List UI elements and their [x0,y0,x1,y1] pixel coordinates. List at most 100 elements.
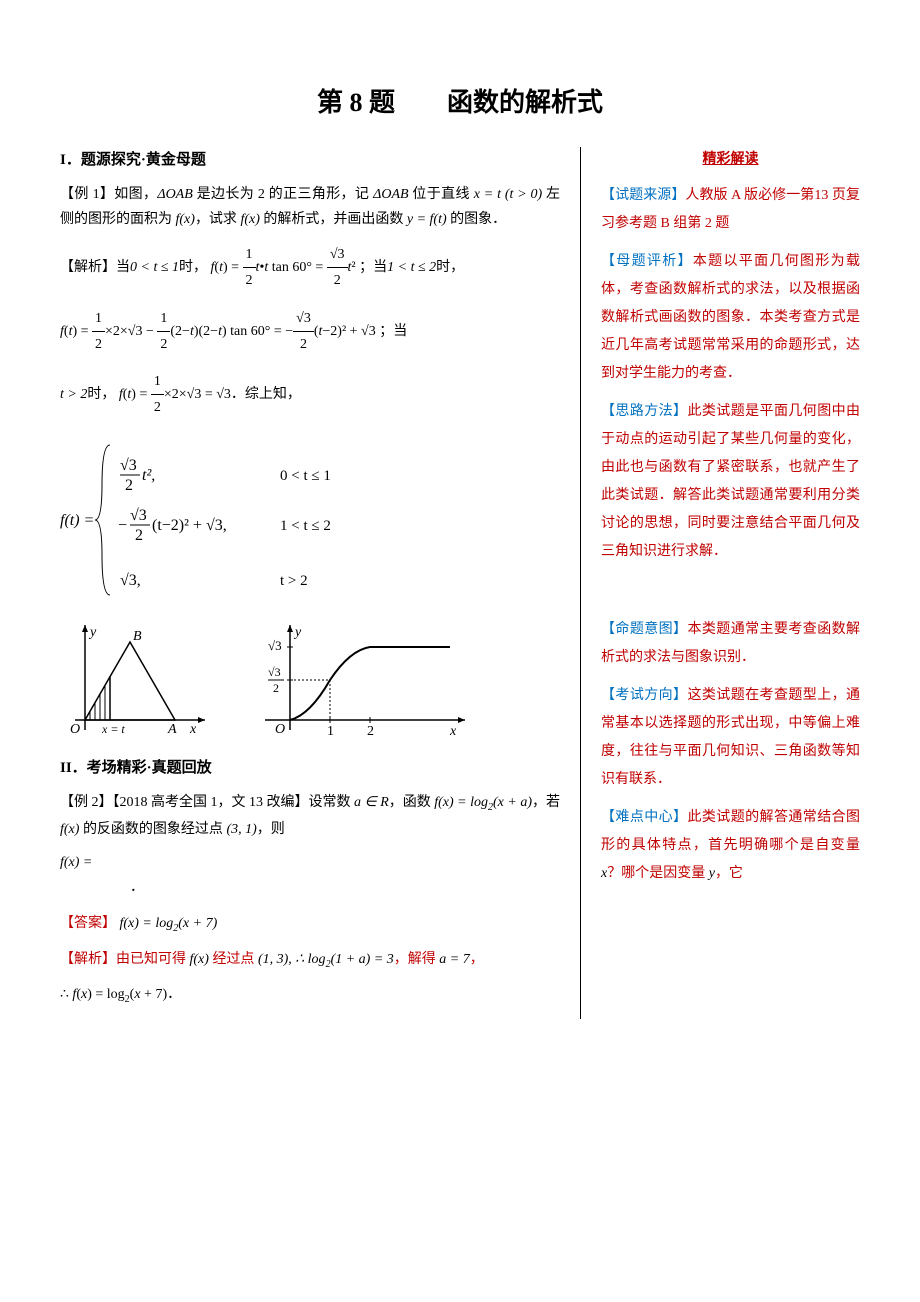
intent-label: 【命题意图】 [601,622,687,637]
formula2: f(t) = 12×2×√3 − 12(2−t)(2−t) tan 60° = … [60,306,560,357]
section2-header: II．考场精彩·真题回放 [60,755,560,782]
g1-xt: x = t [101,722,125,736]
ex2-a: a ∈ R [354,795,389,810]
a2-a7: a = 7 [439,952,469,967]
formula3: t > 2时， f(t) = 12×2×√3 = √3．综上知， [60,369,560,420]
example2-text: 【例 2】【2018 高考全国 1，文 13 改编】设常数 a ∈ R，函数 f… [60,790,560,900]
answer-block: 【答案】 f(x) = log2(x + 7) [60,911,560,938]
left-column: I．题源探究·黄金母题 【例 1】如图，ΔOAB 是边长为 2 的正三角形，记 … [60,147,580,1019]
svg-text:2: 2 [273,681,279,695]
svg-text:t > 2: t > 2 [280,573,308,589]
example1-label: 【例 1】 [60,187,114,202]
svg-text:2: 2 [135,527,143,544]
method-text: 此类试题是平面几何图中由于动点的运动引起了某些几何量的变化，由此也与函数有了紧密… [601,404,860,559]
a2-conclusion: ∴ f(x) = log2(x + 7)． [60,982,560,1009]
svg-text:t²,: t², [142,467,155,484]
ex1-t5: 的解析式，并画出函数 [260,212,407,227]
reading-comment: 【母题评析】本题以平面几何图形为载体，考查函数解析式的求法，以及根据函数解析式画… [601,248,860,388]
ex2-t0: 设常数 [309,795,355,810]
reading-title: 精彩解读 [601,147,860,172]
a2-t1: 经过点 [209,952,258,967]
g1-a: A [167,722,177,737]
g1-y: y [88,625,97,640]
case1-text2: 时， [179,260,207,275]
difficulty-label: 【难点中心】 [601,810,687,825]
g2-sqrt3: √3 [268,638,282,653]
analysis2-label: 【解析】 [60,952,116,967]
answer-label: 【答案】 [60,916,116,931]
diff-t1: ？哪个是因变量 [607,866,709,881]
graphs-row: y B O x = t A x y √3 [60,620,560,740]
case3-text: ；当 [379,323,407,338]
g1-b: B [133,629,142,644]
case3-cond: t > 2 [60,387,87,402]
case1-cond: 0 < t ≤ 1 [130,260,179,275]
a2-t2: ，解得 [394,952,440,967]
source-label: 【试题来源】 [601,188,685,203]
ex2-pt: (3, 1) [226,822,256,837]
direction-label: 【考试方向】 [601,688,687,703]
svg-text:−: − [118,517,127,534]
ex1-triangle2: ΔOAB [373,187,408,202]
ex1-fx2: f(x) [240,212,259,227]
ex2-t3: 的反函数的图象经过点 [79,822,226,837]
comment-text: 本题以平面几何图形为载体，考查函数解析式的求法，以及根据函数解析式画函数的图象．… [601,254,860,381]
ex1-t2: 位于直线 [409,187,474,202]
page-title: 第 8 题 函数的解析式 [60,80,860,127]
a2-fx: f(x) [190,952,209,967]
svg-text:2: 2 [125,477,133,494]
reading-difficulty: 【难点中心】此类试题的解答通常结合图形的具体特点，首先明确哪个是自变量 x？哪个… [601,804,860,888]
svg-text:√3: √3 [130,507,147,524]
example1-text: 【例 1】如图，ΔOAB 是边长为 2 的正三角形，记 ΔOAB 位于直线 x … [60,182,560,232]
ex1-t6: 的图象． [447,212,507,227]
right-column: 精彩解读 【试题来源】人教版 A 版必修一第13 页复习参考题 B 组第 2 题… [580,147,860,1019]
a2-t0: 由已知可得 [116,952,190,967]
example2-label: 【例 2】 [60,795,113,810]
g2-x: x [449,724,457,739]
g2-y: y [293,625,302,640]
section1-header: I．题源探究·黄金母题 [60,147,560,174]
summary-text: ．综上知， [231,387,301,402]
graph2-curve: y √3 √3 2 O 1 2 x [250,620,470,740]
g2-sqrt3-half: √3 2 [268,665,284,695]
ex2-t1: ，函数 [389,795,435,810]
answer-value: f(x) = log2(x + 7) [120,916,218,931]
reading-direction: 【考试方向】这类试题在考查题型上，通常基本以选择题的形式出现，中等偏上难度，往往… [601,682,860,794]
ex2-lhs: f(x) = [60,850,560,875]
ex1-triangle1: ΔOAB [157,187,192,202]
reading-source: 【试题来源】人教版 A 版必修一第13 页复习参考题 B 组第 2 题 [601,182,860,238]
svg-text:1 < t ≤ 2: 1 < t ≤ 2 [280,518,331,534]
g2-t1: 1 [327,724,334,739]
ex2-f: f(x) = log2(x + a) [434,795,532,810]
ex2-t5: ． [130,875,560,900]
svg-text:√3: √3 [120,457,137,474]
ex1-fx1: f(x) [176,212,195,227]
ex2-t4: ，则 [257,822,285,837]
svg-text:0 < t ≤ 1: 0 < t ≤ 1 [280,468,331,484]
svg-text:f(t) =: f(t) = [60,512,94,529]
ex1-t1: 是边长为 2 的正三角形，记 [193,187,373,202]
svg-text:√3,: √3, [120,572,141,589]
formula1: f(t) = 12t•t tan 60° = √32t² [211,260,360,275]
g2-t2: 2 [367,724,374,739]
svg-text:(t−2)² + √3,: (t−2)² + √3, [152,517,227,534]
ex1-t4: ，试求 [195,212,241,227]
ex2-t2: ，若 [532,795,560,810]
piecewise-svg: f(t) = √3 2 t², 0 < t ≤ 1 − √3 2 (t−2)² … [60,435,400,605]
ex1-t0: 如图， [114,187,157,202]
ex1-yft: y = f(t) [407,212,447,227]
analysis-label: 【解析】 [60,260,116,275]
example2-source: 【2018 高考全国 1，文 13 改编】 [113,795,309,810]
graph1-triangle: y B O x = t A x [60,620,210,740]
comment-label: 【母题评析】 [601,254,693,269]
a2-t3: ， [470,952,484,967]
g2-o: O [275,722,285,737]
svg-text:√3: √3 [268,665,281,679]
case2-text2: 时， [436,260,464,275]
g1-o: O [70,722,80,737]
ex2-fx: f(x) [60,822,79,837]
case2-text: ；当 [359,260,387,275]
case3-text2: 时， [87,387,115,402]
method-label: 【思路方法】 [601,404,687,419]
analysis-block: 【解析】当0 < t ≤ 1时， f(t) = 12t•t tan 60° = … [60,242,560,293]
